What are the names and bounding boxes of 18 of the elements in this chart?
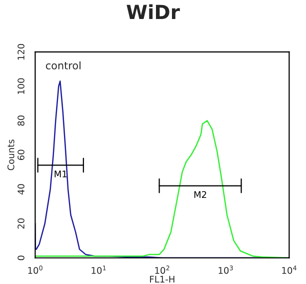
x-tick-label: 10$^{4}$ [282, 266, 296, 274]
x-tick-label: 10$^{3}$ [218, 266, 233, 274]
x-tick-label: 10$^{0}$ [28, 266, 42, 274]
y-tick-label: 40 [18, 184, 24, 195]
y-tick-label: 100 [18, 78, 24, 94]
y-tick-label: 120 [18, 44, 24, 60]
y-tick-label: 80 [18, 115, 24, 126]
y-tick-label: 0 [18, 256, 24, 260]
chart-title: WiDr [126, 4, 180, 20]
x-tick-label: 10$^{2}$ [155, 266, 170, 274]
series-label: M2 [194, 191, 206, 198]
y-tick-label: 60 [18, 150, 24, 160]
series-label: M1 [54, 170, 67, 178]
y-tick-label: 20 [18, 218, 24, 229]
x-tick-label: 10$^{1}$ [92, 266, 106, 274]
annotation: control [46, 61, 80, 70]
y-axis-title: Counts [7, 140, 14, 170]
x-axis-title: FL1-H [150, 276, 174, 282]
